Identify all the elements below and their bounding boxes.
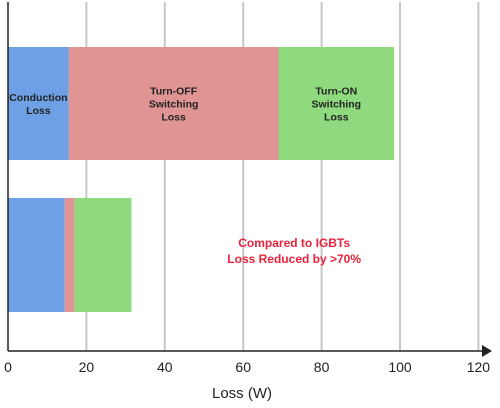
annotation: Compared to IGBTs Loss Reduced by >70% (227, 236, 361, 266)
bar-segment-turn-off (68, 47, 279, 160)
x-tick-label: 80 (314, 359, 330, 375)
x-tick-label: 0 (4, 359, 12, 375)
x-axis (7, 2, 492, 357)
x-tick-label: 60 (235, 359, 251, 375)
bar-segment-conduction (8, 47, 69, 160)
bars (8, 47, 395, 312)
segment-labels: Conduction Loss Turn-OFF Switching Loss Turn-… (9, 86, 361, 124)
x-axis-label: Loss (W) (212, 385, 272, 402)
x-tick-label: 20 (79, 359, 95, 375)
bar-segment-conduction (8, 198, 65, 312)
x-tick-label: 100 (388, 359, 412, 375)
bar-segment-turn-on (278, 47, 395, 160)
bar-segment-turn-on (74, 198, 132, 312)
x-tick-label: 40 (157, 359, 173, 375)
segment-label: Turn-OFF Switching Loss (149, 86, 199, 124)
annotation-text: Compared to IGBTs Loss Reduced by >70% (227, 236, 361, 266)
x-tick-labels: 0 20 40 60 80 100 120 (4, 359, 490, 375)
segment-label: Turn-ON Switching Loss (312, 86, 362, 124)
x-axis-arrow-icon (482, 345, 492, 357)
x-tick-label: 120 (467, 359, 491, 375)
bar-segment-turn-off (64, 198, 75, 312)
segment-label: Conduction Loss (9, 92, 67, 117)
